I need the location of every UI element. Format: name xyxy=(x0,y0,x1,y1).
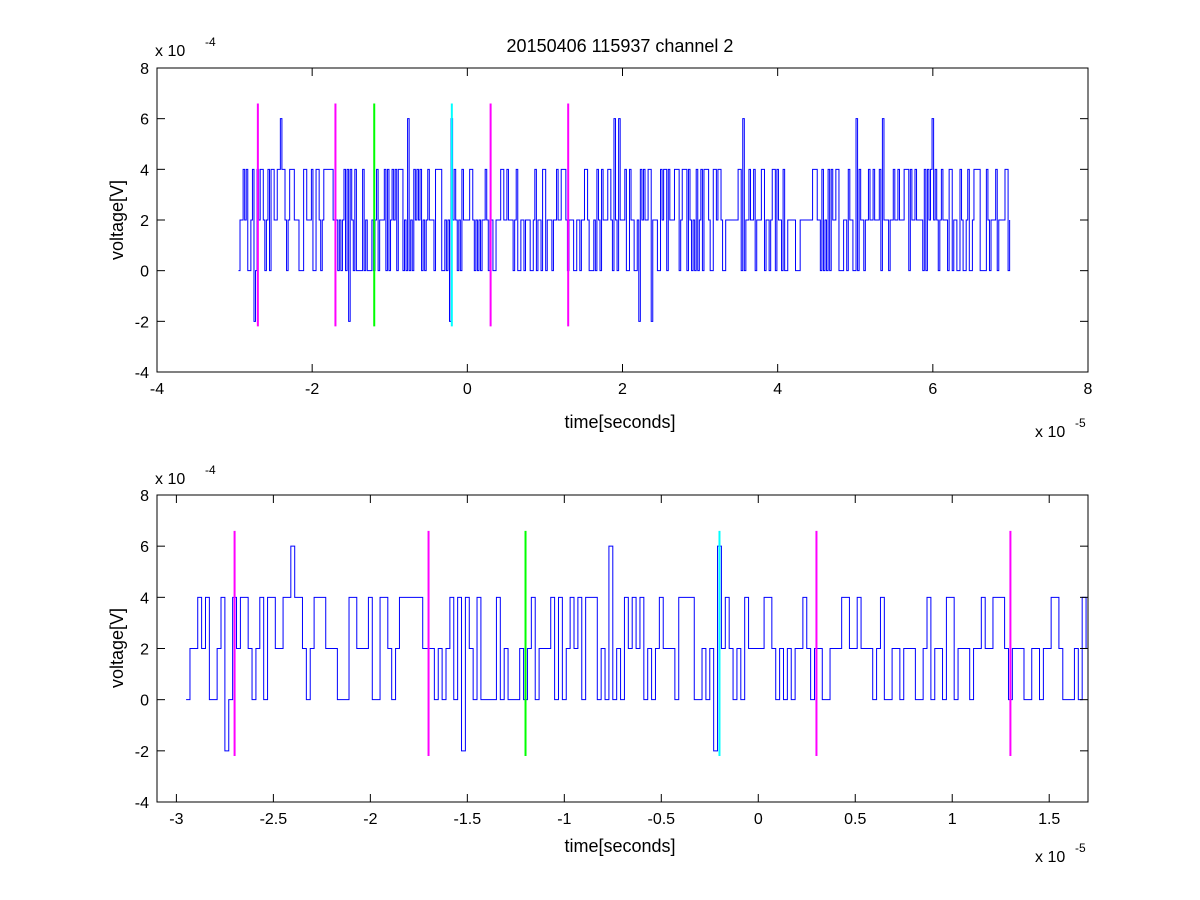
x-axis-label-bottom: time[seconds] xyxy=(564,836,675,856)
signal-line-top xyxy=(238,118,1011,322)
markers-bottom xyxy=(233,530,1012,756)
y-exponent-bottom: x 10 -4 xyxy=(155,463,216,488)
y-multiplier-bottom: x 10 xyxy=(155,471,185,488)
y-tick-label-bottom-3: 2 xyxy=(140,642,149,659)
x-tick-label-bottom-1: -2.5 xyxy=(260,811,288,828)
y-tick-label-top-4: 4 xyxy=(140,162,149,179)
y-axis-label-top: voltage[V] xyxy=(107,180,127,260)
y-tick-label-top-1: -2 xyxy=(135,314,149,331)
x-tick-label-top-4: 4 xyxy=(773,381,782,398)
x-exponent-bottom: x 10 -5 xyxy=(1035,841,1086,866)
x-tick-label-bottom-7: 0.5 xyxy=(844,811,866,828)
x-exponent-top: x 10 -5 xyxy=(1035,416,1086,441)
x-tick-label-bottom-0: -3 xyxy=(169,811,183,828)
y-tick-label-top-0: -4 xyxy=(135,365,149,382)
x-tick-label-top-5: 6 xyxy=(928,381,937,398)
x-axis-label-top: time[seconds] xyxy=(564,412,675,432)
x-tick-label-bottom-4: -1 xyxy=(557,811,571,828)
x-tick-label-top-6: 8 xyxy=(1084,381,1093,398)
x-tick-label-top-0: -4 xyxy=(150,381,164,398)
markers-top xyxy=(256,103,570,327)
y-ticks-bottom: -4 -2 0 2 4 6 8 xyxy=(135,488,1088,812)
y-tick-label-bottom-0: -4 xyxy=(135,795,149,812)
x-exponent-value-top: -5 xyxy=(1075,416,1086,430)
figure-title: 20150406 115937 channel 2 xyxy=(507,36,734,56)
y-tick-label-bottom-2: 0 xyxy=(140,693,149,710)
x-multiplier-top: x 10 xyxy=(1035,424,1065,441)
y-tick-label-top-6: 8 xyxy=(140,61,149,78)
x-tick-label-top-3: 2 xyxy=(618,381,627,398)
x-tick-label-bottom-9: 1.5 xyxy=(1038,811,1060,828)
y-exponent-top: x 10 -4 xyxy=(155,35,216,60)
y-tick-label-bottom-4: 4 xyxy=(140,590,149,607)
y-tick-label-bottom-1: -2 xyxy=(135,744,149,761)
x-tick-label-bottom-5: -0.5 xyxy=(648,811,676,828)
y-tick-label-bottom-6: 8 xyxy=(140,488,149,505)
x-tick-label-bottom-8: 1 xyxy=(948,811,957,828)
y-tick-label-bottom-5: 6 xyxy=(140,539,149,556)
x-tick-label-top-1: -2 xyxy=(305,381,319,398)
x-tick-label-bottom-2: -2 xyxy=(363,811,377,828)
x-multiplier-bottom: x 10 xyxy=(1035,849,1065,866)
y-tick-label-top-2: 0 xyxy=(140,264,149,281)
y-exponent-value-top: -4 xyxy=(205,35,216,49)
y-tick-label-top-5: 6 xyxy=(140,112,149,129)
x-tick-label-bottom-6: 0 xyxy=(754,811,763,828)
axes-bottom: -3 -2.5 -2 -1.5 -1 -0.5 0 0.5 1 1.5 -4 -2 0 2 4 6 8 tim… xyxy=(107,463,1089,866)
x-tick-label-top-2: 0 xyxy=(463,381,472,398)
x-tick-label-bottom-3: -1.5 xyxy=(454,811,482,828)
axes-top: -4 -2 0 2 4 6 8 -4 -2 0 2 4 6 8 time[seconds] voltag… xyxy=(107,35,1093,441)
y-tick-label-top-3: 2 xyxy=(140,213,149,230)
y-exponent-value-bottom: -4 xyxy=(205,463,216,477)
signal-series-top xyxy=(238,118,1011,322)
signal-series-bottom xyxy=(186,545,1087,752)
y-axis-label-bottom: voltage[V] xyxy=(107,608,127,688)
y-ticks-top: -4 -2 0 2 4 6 8 xyxy=(135,61,1088,382)
x-ticks-top: -4 -2 0 2 4 6 8 xyxy=(150,68,1093,398)
y-multiplier-top: x 10 xyxy=(155,43,185,60)
signal-line-bottom xyxy=(186,545,1087,752)
x-ticks-bottom: -3 -2.5 -2 -1.5 -1 -0.5 0 0.5 1 1.5 xyxy=(169,495,1060,828)
x-exponent-value-bottom: -5 xyxy=(1075,841,1086,855)
